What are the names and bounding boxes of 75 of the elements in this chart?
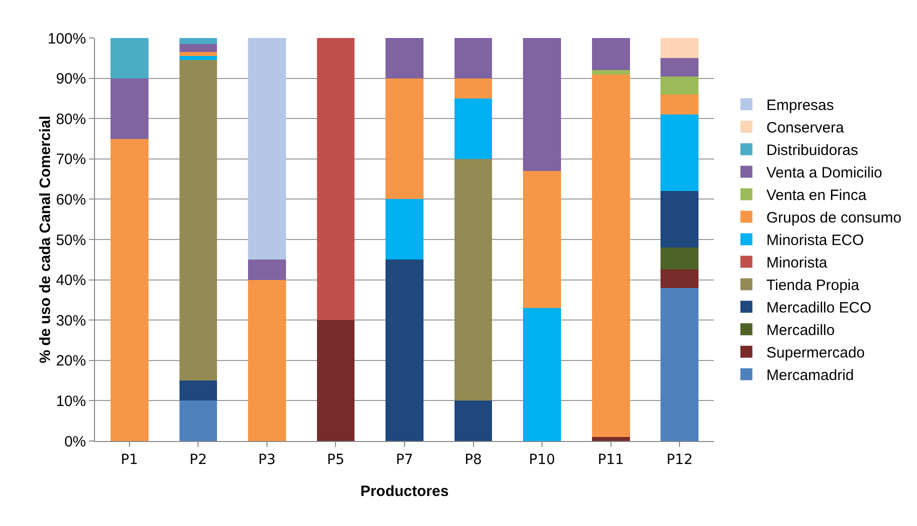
bar: [454, 400, 492, 441]
bar: [523, 308, 561, 441]
bar: [248, 280, 286, 441]
bar: [179, 400, 218, 441]
y-tick-label: 60%: [56, 191, 86, 208]
y-tick-label: 80%: [56, 110, 86, 128]
bar: [660, 248, 699, 270]
y-tick-label: 40%: [56, 272, 86, 290]
y-tick-label: 100%: [48, 30, 86, 48]
bar: [316, 320, 355, 441]
bar: [386, 199, 424, 260]
bar: [592, 436, 630, 441]
bar: [110, 78, 148, 139]
legend-label: Grupos de consumo: [766, 210, 902, 227]
y-tick-label: 20%: [56, 352, 86, 370]
bar: [660, 94, 699, 115]
x-tick-label: P10: [528, 452, 556, 468]
x-tick-label: P12: [666, 452, 693, 468]
legend-label: Venta en Finca: [766, 187, 868, 204]
legend-label: Empresas: [766, 97, 834, 114]
legend-label: Tienda Propia: [766, 277, 860, 294]
bar: [523, 170, 561, 308]
bar: [316, 38, 355, 320]
bar: [248, 260, 286, 280]
bar: [523, 38, 561, 171]
legend-label: Distribuidoras: [766, 142, 858, 160]
x-tick-label: P8: [464, 452, 482, 468]
bar: [179, 44, 218, 52]
y-axis-title: % de uso de cada Canal Comercial: [36, 116, 54, 364]
bar: [660, 288, 699, 441]
bar: [660, 38, 699, 58]
x-axis-title: Productores: [360, 483, 449, 500]
y-tick-label: 70%: [56, 151, 86, 168]
x-tick-label: P3: [258, 452, 276, 468]
legend-label: Minorista: [766, 254, 828, 272]
bar: [179, 60, 218, 381]
bar: [660, 76, 699, 94]
bar: [110, 138, 148, 441]
bar: [454, 98, 492, 159]
legend-label: Mercadillo: [766, 322, 835, 340]
bar: [660, 114, 699, 192]
legend-label: Minorista ECO: [766, 232, 864, 250]
bar: [179, 380, 218, 401]
x-tick-label: P11: [598, 452, 624, 468]
bar: [248, 38, 286, 260]
bar: [592, 70, 630, 74]
bar: [454, 158, 492, 401]
bar: [660, 58, 699, 76]
y-tick-label: 10%: [56, 392, 86, 410]
y-tick-label: 30%: [56, 312, 86, 330]
y-tick-label: 90%: [56, 70, 86, 88]
legend-label: Venta a Domicilio: [766, 164, 882, 182]
legend-label: Mercadillo ECO: [766, 300, 872, 317]
legend-label: Supermercado: [766, 344, 865, 362]
x-tick-label: P1: [120, 452, 138, 468]
x-tick-label: P7: [396, 452, 414, 468]
bar: [179, 56, 218, 60]
bar: [386, 78, 424, 200]
bar: [386, 38, 424, 78]
bar: [454, 38, 492, 78]
bar: [660, 191, 699, 248]
bar: [660, 270, 699, 288]
bar: [179, 38, 218, 44]
y-tick-label: 50%: [56, 232, 86, 249]
x-tick-label: P5: [327, 452, 344, 468]
x-tick-label: P2: [189, 452, 207, 468]
bar: [592, 74, 630, 437]
legend-label: Mercamadrid: [766, 367, 854, 384]
legend-label: Conservera: [766, 120, 845, 137]
bar: [454, 78, 492, 98]
bar: [386, 260, 424, 441]
bar: [110, 38, 148, 78]
y-tick-label: 0%: [64, 433, 86, 450]
bar: [592, 38, 630, 70]
bar: [179, 52, 218, 56]
